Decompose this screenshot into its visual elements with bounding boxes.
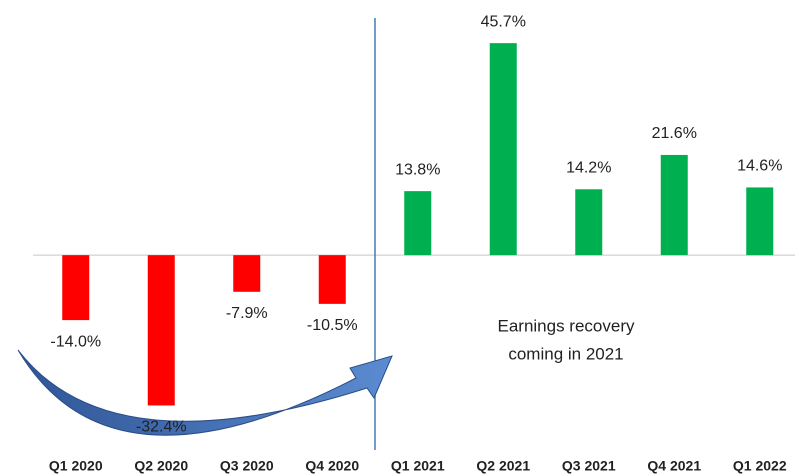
bar: [62, 255, 90, 321]
bar: [489, 43, 517, 256]
x-tick-label: Q4 2021: [647, 458, 701, 474]
value-label: -14.0%: [50, 333, 101, 350]
value-label: 13.8%: [395, 161, 440, 178]
bar: [318, 255, 346, 304]
value-label: 21.6%: [652, 125, 697, 142]
arrow: [17, 349, 393, 436]
x-tick-label: Q1 2020: [49, 458, 103, 474]
x-tick-label: Q2 2020: [134, 458, 188, 474]
bar: [233, 255, 261, 292]
x-tick-label: Q4 2020: [305, 458, 359, 474]
bar: [147, 255, 175, 406]
value-label: 45.7%: [481, 13, 526, 30]
annotation: Earnings recovery: [497, 316, 635, 335]
x-tick-label: Q2 2021: [476, 458, 530, 474]
bar: [660, 154, 688, 256]
value-label: -32.4%: [136, 419, 187, 436]
value-label: -7.9%: [226, 305, 268, 322]
value-label: -10.5%: [307, 317, 358, 334]
annotation: coming in 2021: [508, 344, 623, 363]
x-tick-label: Q1 2022: [733, 458, 787, 474]
x-tick-label: Q3 2020: [220, 458, 274, 474]
bar: [404, 191, 432, 256]
value-label: 14.2%: [566, 159, 611, 176]
x-tick-label: Q3 2021: [562, 458, 616, 474]
bar: [575, 189, 603, 256]
value-label: 14.6%: [737, 158, 782, 175]
bar: [746, 187, 774, 256]
x-tick-label: Q1 2021: [391, 458, 445, 474]
